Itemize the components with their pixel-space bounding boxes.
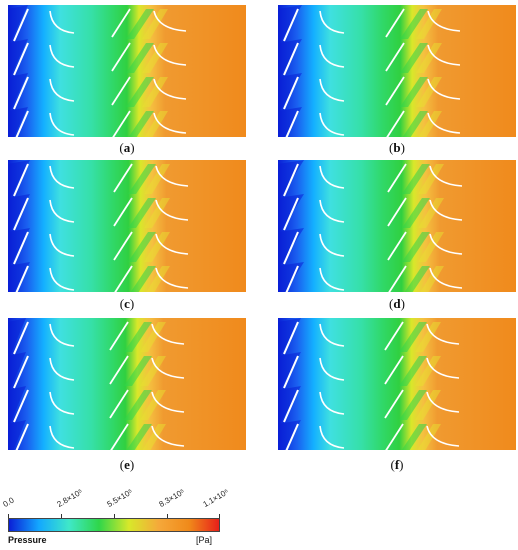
pressure-field-image bbox=[278, 318, 516, 450]
caption-b: (b) bbox=[389, 140, 405, 155]
tick-label-3: 8.3×10⁵ bbox=[157, 487, 187, 509]
color-bar bbox=[8, 518, 220, 532]
panel-c bbox=[8, 160, 246, 292]
caption-a: (a) bbox=[119, 140, 135, 155]
pressure-legend: 0.0 2.8×10⁵ 5.5×10⁵ 8.3×10⁵ 1.1×10⁶ Pres… bbox=[2, 480, 246, 550]
pressure-field-image bbox=[278, 5, 516, 137]
panel-a bbox=[8, 5, 246, 137]
pressure-field-image bbox=[8, 5, 246, 137]
tick-1 bbox=[61, 514, 62, 519]
panel-f bbox=[278, 318, 516, 450]
tick-2 bbox=[114, 514, 115, 519]
tick-label-2: 5.5×10⁵ bbox=[105, 487, 135, 509]
tick-label-1: 2.8×10⁵ bbox=[55, 487, 85, 509]
tick-label-0: 0.0 bbox=[1, 495, 16, 509]
tick-4 bbox=[219, 514, 220, 519]
caption-d: (d) bbox=[389, 296, 405, 311]
pressure-field-image bbox=[278, 160, 516, 292]
caption-c: (c) bbox=[119, 296, 135, 311]
caption-e: (e) bbox=[119, 457, 135, 472]
legend-unit: [Pa] bbox=[196, 535, 213, 545]
panel-d bbox=[278, 160, 516, 292]
pressure-field-image bbox=[8, 160, 246, 292]
tick-0 bbox=[8, 514, 9, 519]
caption-f: (f) bbox=[390, 457, 404, 472]
tick-3 bbox=[167, 514, 168, 519]
pressure-field-image bbox=[8, 318, 246, 450]
tick-label-4: 1.1×10⁶ bbox=[201, 487, 231, 509]
panel-b bbox=[278, 5, 516, 137]
legend-title: Pressure bbox=[8, 535, 47, 545]
panel-e bbox=[8, 318, 246, 450]
